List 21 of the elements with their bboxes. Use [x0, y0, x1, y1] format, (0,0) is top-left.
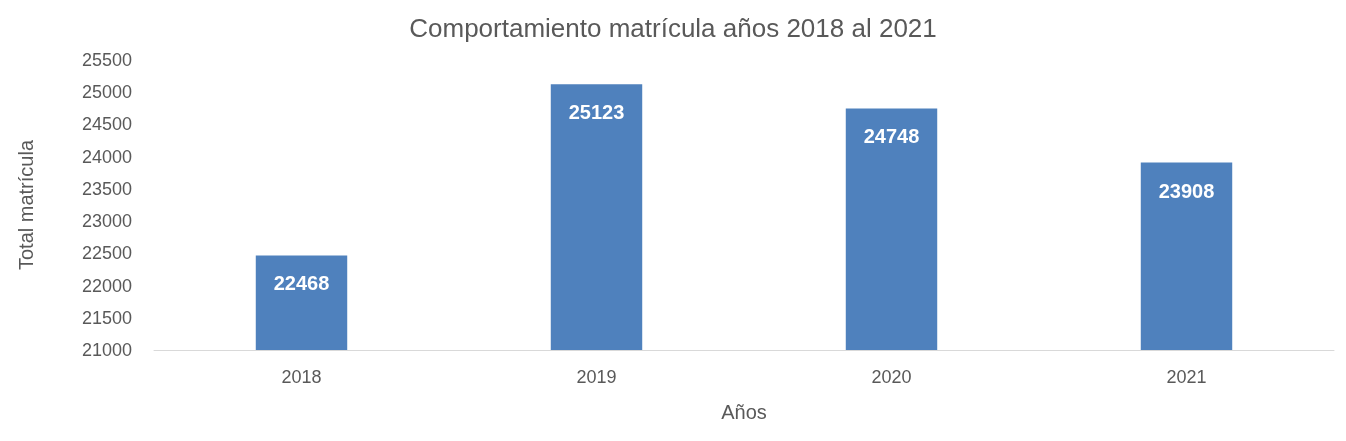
- x-tick-label: 2020: [871, 367, 912, 387]
- data-label: 25123: [568, 101, 625, 124]
- x-tick-label: 2021: [1166, 367, 1207, 387]
- y-tick-label: 24500: [81, 114, 132, 135]
- x-axis-title: Años: [721, 401, 767, 423]
- x-tick-label: 2019: [576, 367, 617, 387]
- y-tick-label: 22000: [81, 275, 132, 296]
- y-tick-label: 25000: [81, 82, 132, 103]
- y-axis-title: Total matrícula: [15, 139, 37, 271]
- y-tick-label: 23000: [81, 211, 132, 232]
- data-label: 24748: [863, 125, 920, 148]
- y-tick-label: 21000: [81, 340, 132, 360]
- y-tick-label: 21500: [81, 307, 132, 328]
- x-tick-label: 2018: [281, 367, 322, 387]
- data-label: 23908: [1158, 179, 1215, 202]
- y-tick-label: 22500: [81, 243, 132, 264]
- chart-title: Comportamiento matrícula años 2018 al 2021: [409, 13, 937, 43]
- data-label: 22468: [273, 272, 330, 295]
- y-tick-label: 24000: [81, 146, 132, 167]
- y-tick-label: 23500: [81, 178, 132, 199]
- y-tick-label: 25500: [81, 50, 132, 70]
